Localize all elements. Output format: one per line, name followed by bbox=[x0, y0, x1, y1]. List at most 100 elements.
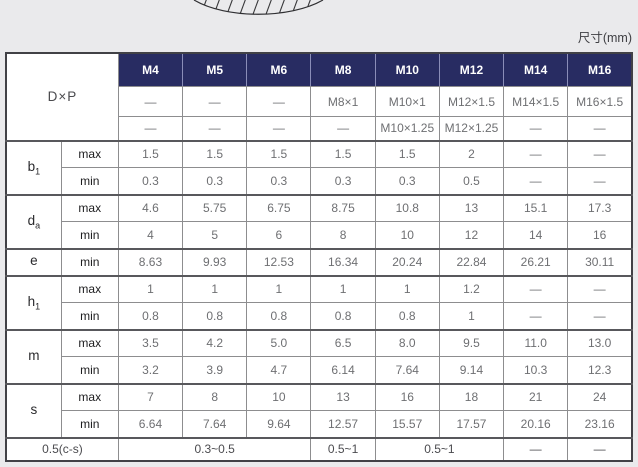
spec-value: 12 bbox=[438, 221, 505, 249]
limit-label: max bbox=[60, 139, 119, 168]
row-label-symbol: h bbox=[27, 293, 36, 309]
spec-value: 0.3 bbox=[374, 167, 440, 195]
spec-value: 0.3 bbox=[246, 167, 312, 195]
spec-value: 2 bbox=[438, 139, 505, 168]
dxp-value: — bbox=[182, 86, 248, 117]
spec-value: 22.84 bbox=[438, 247, 505, 276]
spec-value: 6.75 bbox=[246, 193, 312, 222]
spec-value: 13 bbox=[438, 193, 505, 222]
dxp-value: — bbox=[117, 86, 184, 117]
spec-value: 14 bbox=[503, 221, 569, 249]
spec-value: 20.16 bbox=[503, 410, 569, 438]
spec-value: — bbox=[503, 302, 569, 330]
row-label: da bbox=[5, 193, 62, 249]
spec-table: D×P M4 M5 M6 M8 M10 M12 M14 M16— — — M8×1 M10×1 M12×1… bbox=[5, 52, 633, 462]
row-label-subscript: 1 bbox=[35, 301, 41, 312]
spec-value: 17.3 bbox=[567, 193, 633, 222]
arc-outline bbox=[193, 0, 324, 15]
spec-value: 0.3 bbox=[117, 167, 184, 195]
spec-value: 9.5 bbox=[438, 328, 505, 357]
spec-value: 12.3 bbox=[567, 356, 633, 384]
spec-value: 10.8 bbox=[374, 193, 440, 222]
spec-value: 1 bbox=[182, 274, 248, 303]
spec-value: 3.5 bbox=[117, 328, 184, 357]
spec-value: 11.0 bbox=[503, 328, 569, 357]
spec-value: 0.8 bbox=[182, 302, 248, 330]
limit-label: min bbox=[60, 221, 119, 249]
spec-value: 4 bbox=[117, 221, 184, 249]
limit-label: min bbox=[60, 410, 119, 438]
spec-value: 0.8 bbox=[310, 302, 376, 330]
spec-value: 16 bbox=[374, 382, 440, 411]
dxp-corner-label: D×P bbox=[5, 52, 119, 141]
spec-value: 8.75 bbox=[310, 193, 376, 222]
column-header: M16 bbox=[567, 52, 633, 87]
dxp-value: — bbox=[117, 116, 184, 141]
column-header: M12 bbox=[438, 52, 505, 87]
footer-value: — bbox=[567, 436, 633, 461]
spec-value: 8 bbox=[182, 382, 248, 411]
column-header: M5 bbox=[182, 52, 248, 87]
spec-value: 1 bbox=[374, 274, 440, 303]
hatch-lines bbox=[199, 0, 312, 15]
spec-value: 5 bbox=[182, 221, 248, 249]
spec-value: 17.57 bbox=[438, 410, 505, 438]
spec-value: — bbox=[567, 274, 633, 303]
spec-value: 4.6 bbox=[117, 193, 184, 222]
dxp-value: M14×1.5 bbox=[503, 86, 569, 117]
spec-value: 0.3 bbox=[182, 167, 248, 195]
dxp-value: — bbox=[503, 116, 569, 141]
dxp-value: M16×1.5 bbox=[567, 86, 633, 117]
dxp-value: M8×1 bbox=[310, 86, 376, 117]
column-header: M8 bbox=[310, 52, 376, 87]
limit-label: min bbox=[60, 247, 119, 276]
limit-label: max bbox=[60, 382, 119, 411]
spec-value: 0.8 bbox=[117, 302, 184, 330]
row-label: s bbox=[5, 382, 62, 438]
spec-value: — bbox=[503, 167, 569, 195]
footer-label: 0.5(c-s) bbox=[5, 436, 119, 461]
spec-value: 0.3 bbox=[310, 167, 376, 195]
row-label: b1 bbox=[5, 139, 62, 195]
column-header: M6 bbox=[246, 52, 312, 87]
spec-value: 16.34 bbox=[310, 247, 376, 276]
spec-value: 10 bbox=[374, 221, 440, 249]
limit-label: max bbox=[60, 274, 119, 303]
spec-value: 5.0 bbox=[246, 328, 312, 357]
spec-value: 7.64 bbox=[374, 356, 440, 384]
spec-value: 10.3 bbox=[503, 356, 569, 384]
spec-value: 23.16 bbox=[567, 410, 633, 438]
limit-label: max bbox=[60, 328, 119, 357]
column-header: M4 bbox=[117, 52, 184, 87]
spec-value: 13 bbox=[310, 382, 376, 411]
dxp-value: M12×1.5 bbox=[438, 86, 505, 117]
spec-value: 20.24 bbox=[374, 247, 440, 276]
dxp-value: — bbox=[182, 116, 248, 141]
spec-value: 7 bbox=[117, 382, 184, 411]
spec-value: 6.64 bbox=[117, 410, 184, 438]
spec-value: 8.0 bbox=[374, 328, 440, 357]
dxp-value: — bbox=[567, 116, 633, 141]
nut-drawing-fragment bbox=[193, 0, 324, 15]
spec-value: 4.7 bbox=[246, 356, 312, 384]
row-label: h1 bbox=[5, 274, 62, 330]
spec-value: 7.64 bbox=[182, 410, 248, 438]
spec-value: 30.11 bbox=[567, 247, 633, 276]
spec-value: — bbox=[503, 274, 569, 303]
row-label-symbol: b bbox=[27, 158, 36, 174]
spec-value: 9.14 bbox=[438, 356, 505, 384]
spec-value: 1 bbox=[246, 274, 312, 303]
spec-value: 12.53 bbox=[246, 247, 312, 276]
spec-value: 8 bbox=[310, 221, 376, 249]
limit-label: min bbox=[60, 302, 119, 330]
spec-value: 18 bbox=[438, 382, 505, 411]
limit-label: min bbox=[60, 167, 119, 195]
footer-value: 0.3~0.5 bbox=[117, 436, 312, 461]
spec-value: 1.5 bbox=[310, 139, 376, 168]
limit-label: max bbox=[60, 193, 119, 222]
dxp-value: M10×1 bbox=[374, 86, 440, 117]
dxp-value: — bbox=[246, 86, 312, 117]
spec-value: 1 bbox=[438, 302, 505, 330]
spec-value: 3.2 bbox=[117, 356, 184, 384]
spec-value: 15.57 bbox=[374, 410, 440, 438]
